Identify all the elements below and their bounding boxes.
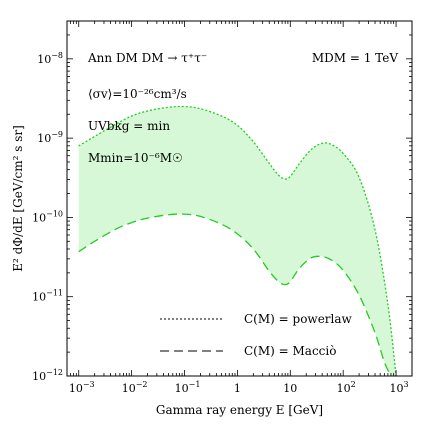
band-fill xyxy=(78,106,397,376)
x-tick-label: 10−3 xyxy=(69,380,95,395)
x-tick-label: 10−1 xyxy=(175,380,201,395)
x-tick-label: 102 xyxy=(337,380,356,395)
legend-maccio: C(M) = Macciò xyxy=(160,344,336,358)
series-maccio-line xyxy=(78,213,392,376)
x-tick-label: 103 xyxy=(390,380,409,395)
x-tick-label: 10−2 xyxy=(122,380,148,395)
annotation-channel: Ann DM DM → τ⁺τ⁻ xyxy=(87,51,207,65)
annotation-m-min: Mmin=10⁻⁶M☉ xyxy=(88,151,183,165)
series-powerlaw-line xyxy=(78,105,397,376)
y-axis-title: E² dΦ/dE [GeV/cm² s sr] xyxy=(11,125,25,272)
x-tick-label: 10 xyxy=(283,382,297,395)
legend-maccio-label: C(M) = Macciò xyxy=(244,344,336,358)
y-tick-label: 10−8 xyxy=(37,51,63,66)
annotation-cross-section: ⟨σv⟩=10⁻²⁶cm³/s xyxy=(88,87,187,101)
annotation-dm-mass: MDM = 1 TeV xyxy=(312,51,399,65)
y-tick-label: 10−10 xyxy=(32,209,63,224)
y-tick-label: 10−9 xyxy=(37,130,63,145)
y-tick-label: 10−12 xyxy=(32,368,63,383)
plot-frame xyxy=(66,20,413,377)
legend-powerlaw: C(M) = powerlaw xyxy=(160,312,353,326)
legend-powerlaw-label: C(M) = powerlaw xyxy=(244,312,353,326)
x-axis-title: Gamma ray energy E [GeV] xyxy=(156,403,323,417)
y-tick-label: 10−11 xyxy=(32,289,63,304)
annotation-uv-background: UVbkg = min xyxy=(88,119,170,133)
x-tick-label: 1 xyxy=(234,382,241,395)
